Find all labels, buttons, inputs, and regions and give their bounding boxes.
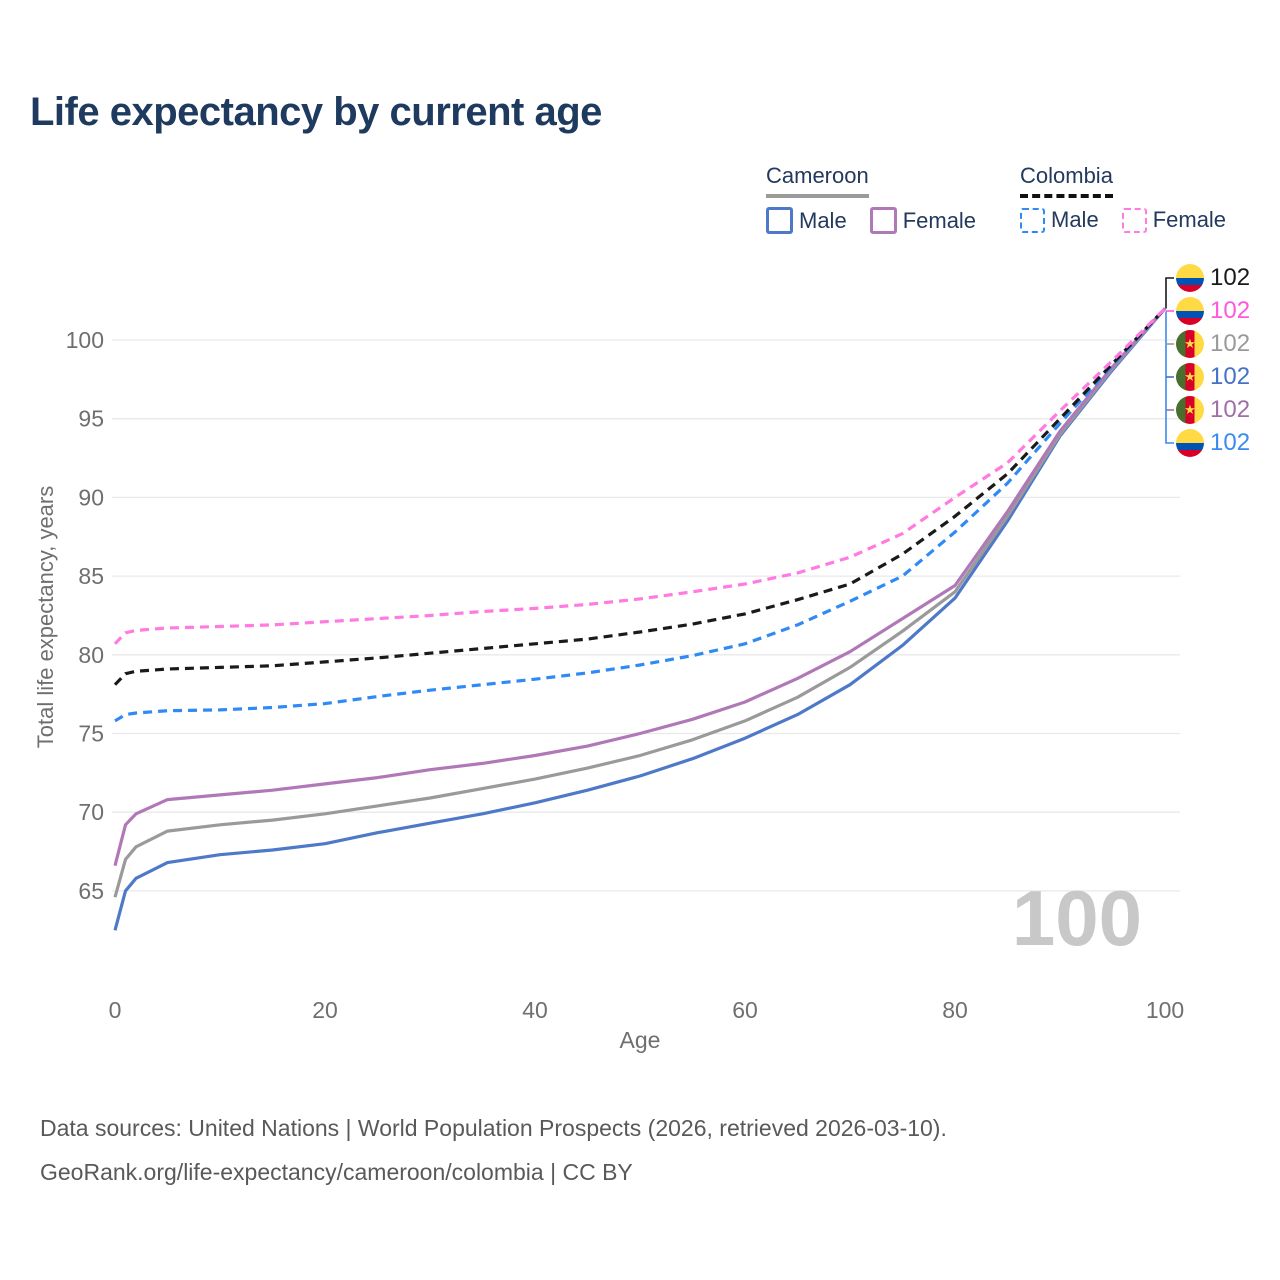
- legend-label-cameroon-female: Female: [902, 207, 977, 233]
- x-tick-label: 80: [942, 997, 968, 1023]
- series-line-colombia-male[interactable]: [114, 307, 1167, 723]
- end-value: 102: [1210, 330, 1251, 357]
- legend-item-cameroon-male[interactable]: Male: [766, 207, 847, 234]
- legend-group-colombia: Colombia Male Female: [1020, 163, 1249, 233]
- leader-line: [1165, 277, 1174, 309]
- x-tick-label: 0: [109, 997, 122, 1023]
- colombia-flag-icon: [1176, 429, 1204, 457]
- page-title: Life expectancy by current age: [30, 90, 602, 134]
- y-axis-label: Total life expectancy, years: [33, 485, 58, 749]
- colombia-male-swatch-icon: [1020, 207, 1045, 233]
- cameroon-male-swatch-icon: [766, 207, 793, 234]
- y-tick-label: 70: [78, 799, 104, 825]
- y-tick-label: 85: [78, 563, 104, 589]
- legend-label-colombia-female: Female: [1152, 207, 1227, 232]
- end-label-cameroon-both-sexes: 102: [1176, 330, 1250, 358]
- y-tick-label: 80: [78, 642, 104, 668]
- cameroon-flag-icon: [1176, 330, 1204, 358]
- y-tick-label: 75: [78, 721, 104, 747]
- x-tick-label: 20: [312, 997, 338, 1023]
- end-label-colombia-both-sexes: 102: [1176, 264, 1250, 292]
- legend: Cameroon Male Female Colombia Male: [0, 163, 1280, 243]
- series-line-colombia-female[interactable]: [113, 307, 1167, 645]
- series-line-cameroon-female[interactable]: [113, 307, 1167, 867]
- data-sources-line: Data sources: United Nations | World Pop…: [40, 1115, 947, 1141]
- end-label-colombia-female: 102: [1176, 297, 1250, 325]
- legend-label-colombia-male: Male: [1051, 207, 1099, 232]
- age-watermark: 100: [1012, 874, 1142, 962]
- end-value: 102: [1210, 429, 1251, 456]
- end-value: 102: [1210, 396, 1251, 423]
- series-line-cameroon-both-sexes[interactable]: [113, 307, 1167, 898]
- legend-item-cameroon-female[interactable]: Female: [869, 207, 977, 234]
- legend-group-cameroon: Cameroon Male Female: [766, 163, 999, 234]
- end-value: 102: [1210, 264, 1251, 291]
- colombia-flag-icon: [1176, 297, 1204, 325]
- end-value: 102: [1210, 297, 1251, 324]
- series-line-cameroon-male[interactable]: [113, 307, 1167, 931]
- cameroon-female-swatch-icon: [869, 207, 897, 234]
- colombia-flag-icon: [1176, 264, 1204, 292]
- y-tick-label: 65: [78, 878, 104, 904]
- y-tick-label: 95: [78, 406, 104, 432]
- cameroon-flag-icon: [1176, 396, 1204, 424]
- x-tick-label: 60: [732, 997, 758, 1023]
- end-label-cameroon-male: 102: [1176, 363, 1250, 391]
- y-tick-label: 90: [78, 484, 104, 510]
- legend-item-colombia-male[interactable]: Male: [1020, 207, 1099, 233]
- x-tick-label: 100: [1146, 997, 1184, 1023]
- colombia-female-swatch-icon: [1121, 207, 1147, 233]
- end-label-cameroon-female: 102: [1176, 396, 1250, 424]
- leader-line: [1165, 311, 1174, 444]
- y-tick-label: 100: [66, 327, 104, 353]
- attribution-line: GeoRank.org/life-expectancy/cameroon/col…: [40, 1159, 633, 1185]
- x-axis-label: Age: [620, 1027, 661, 1053]
- legend-country-colombia[interactable]: Colombia: [1020, 163, 1113, 198]
- legend-item-colombia-female[interactable]: Female: [1121, 207, 1227, 233]
- cameroon-flag-icon: [1176, 363, 1204, 391]
- legend-label-cameroon-male: Male: [799, 207, 847, 233]
- series-line-colombia-both-sexes[interactable]: [113, 307, 1167, 686]
- footer: Data sources: United Nations | World Pop…: [40, 1106, 947, 1194]
- end-label-colombia-male: 102: [1176, 429, 1250, 457]
- end-value: 102: [1210, 363, 1251, 390]
- legend-country-cameroon[interactable]: Cameroon: [766, 163, 869, 198]
- x-tick-label: 40: [522, 997, 548, 1023]
